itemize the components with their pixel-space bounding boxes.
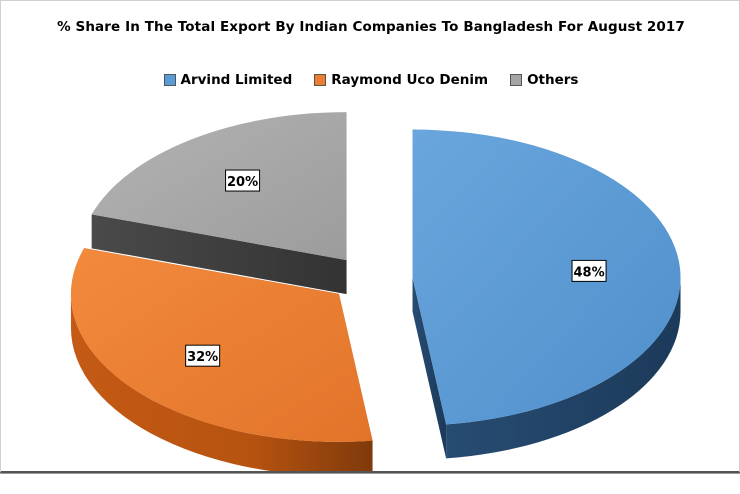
bottom-strip — [0, 473, 740, 494]
legend-item-raymond: Raymond Uco Denim — [314, 72, 488, 88]
legend-item-arvind: Arvind Limited — [163, 72, 293, 88]
pie-rim-raymond — [70, 293, 373, 471]
chart-title: % Share In The Total Export By Indian Co… — [57, 19, 685, 35]
data-label-text-others: 20% — [227, 175, 258, 190]
data-label-arvind: 48% — [571, 259, 607, 282]
pie-wall-others-0 — [91, 214, 347, 295]
data-label-raymond: 32% — [185, 344, 221, 367]
legend-swatch-others — [510, 74, 523, 86]
data-label-text-arvind: 48% — [573, 265, 604, 280]
chart-legend: Arvind Limited Raymond Uco Denim Others — [1, 72, 740, 88]
data-label-others: 20% — [225, 169, 261, 192]
chart-frame: % Share In The Total Export By Indian Co… — [0, 0, 740, 473]
data-label-text-raymond: 32% — [187, 350, 218, 365]
data-label-box-arvind — [571, 259, 607, 282]
pie-chart: 20% 48% 32% — [70, 112, 681, 471]
legend-swatch-arvind — [163, 74, 176, 86]
legend-swatch-raymond — [314, 74, 327, 86]
pie-top-arvind — [412, 129, 681, 425]
pie-top-others — [91, 112, 347, 261]
legend-label-others: Others — [527, 72, 579, 88]
pie-slice-raymond — [70, 248, 373, 471]
pie-top-raymond — [70, 248, 373, 442]
pie-slice-arvind — [412, 129, 681, 459]
legend-label-raymond: Raymond Uco Denim — [331, 72, 489, 88]
data-label-box-raymond — [185, 344, 221, 367]
pie-wall-arvind-1 — [412, 277, 447, 459]
pie-rim-arvind — [446, 277, 681, 459]
legend-label-arvind: Arvind Limited — [180, 72, 293, 88]
legend-item-others: Others — [510, 72, 578, 88]
pie-slice-others — [91, 112, 347, 295]
data-label-box-others — [225, 169, 261, 192]
